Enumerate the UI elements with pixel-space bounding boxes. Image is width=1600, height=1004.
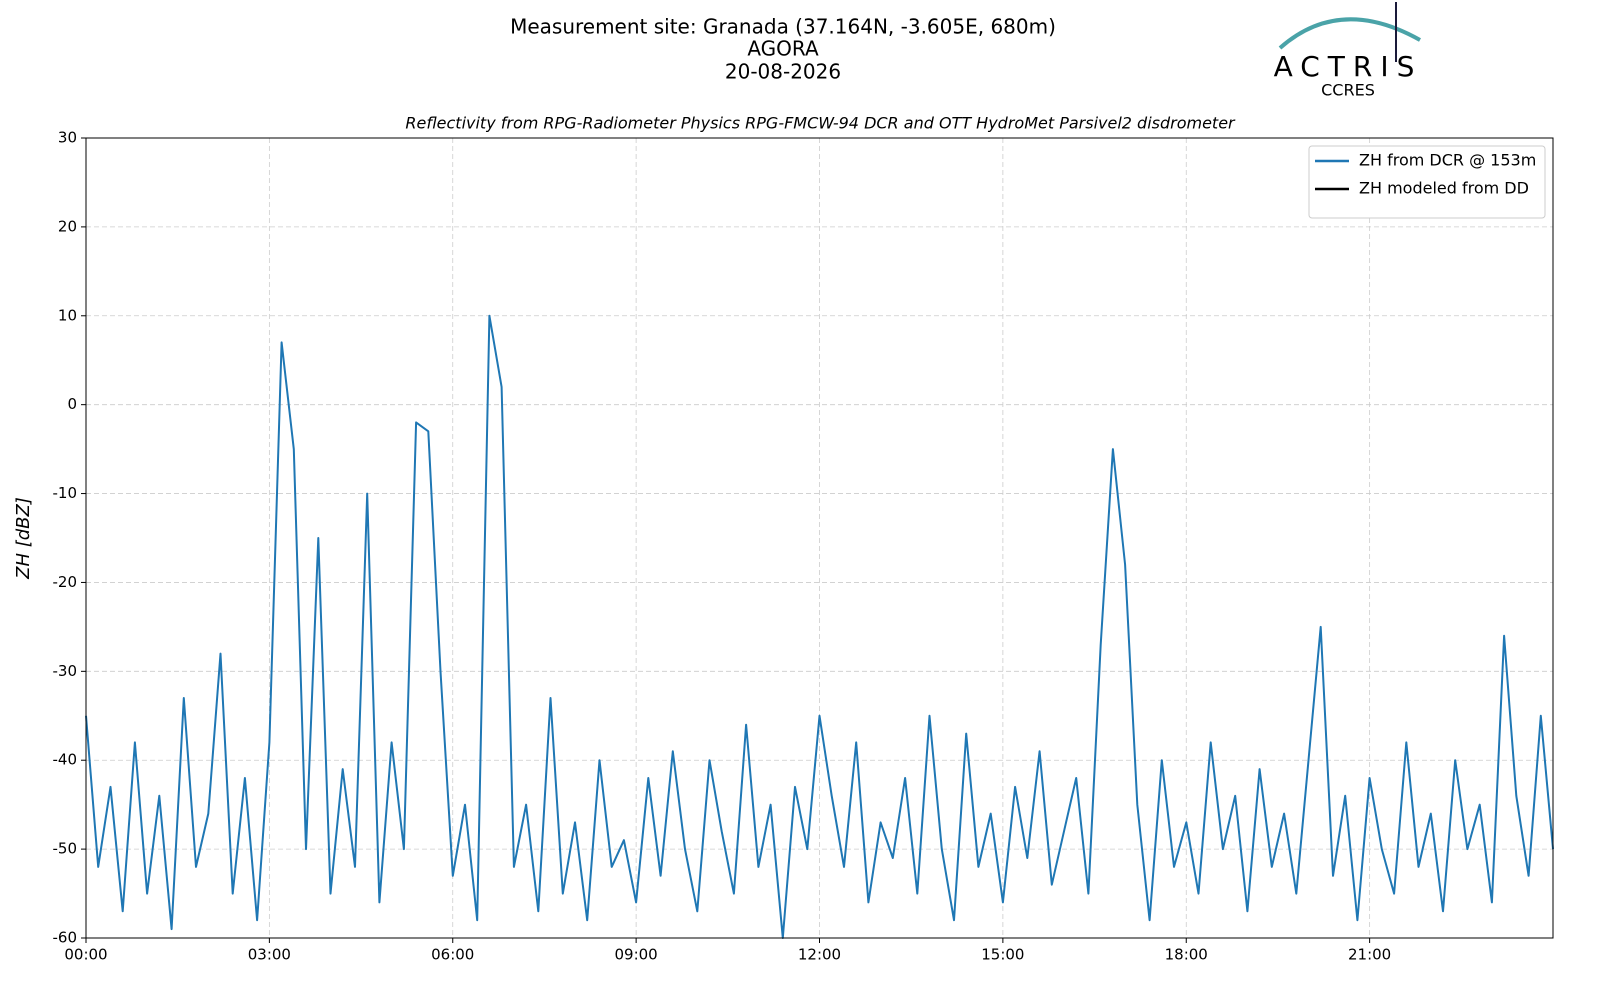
y-tick-label: -10 xyxy=(53,484,78,502)
x-tick-label: 12:00 xyxy=(798,946,841,964)
y-axis-label: ZH [dBZ] xyxy=(13,497,34,580)
y-tick-label: 20 xyxy=(58,217,77,235)
x-tick-label: 09:00 xyxy=(615,946,658,964)
logo: ACTRIS CCRES xyxy=(1274,2,1423,100)
legend-label: ZH from DCR @ 153m xyxy=(1359,151,1536,170)
logo-text: ACTRIS xyxy=(1274,50,1423,83)
legend: ZH from DCR @ 153m ZH modeled from DD xyxy=(1308,145,1546,219)
legend-label: ZH modeled from DD xyxy=(1359,179,1529,198)
legend-box xyxy=(1308,145,1546,219)
logo-arc xyxy=(1278,17,1421,50)
x-tick-label: 21:00 xyxy=(1348,946,1391,964)
data-line xyxy=(85,314,1554,939)
x-tick-label: 00:00 xyxy=(64,946,107,964)
plot-frame xyxy=(85,137,1554,939)
y-tick-label: 10 xyxy=(58,306,77,324)
y-tick-label: -40 xyxy=(53,751,78,769)
y-tick-label: 30 xyxy=(58,129,77,147)
y-tick-label: -20 xyxy=(53,573,78,591)
y-tick-label: 0 xyxy=(67,395,77,413)
x-tick-label: 03:00 xyxy=(248,946,291,964)
chart-title: AGORA xyxy=(747,37,819,61)
y-tick-label: -50 xyxy=(53,840,78,858)
chart-title: Measurement site: Granada (37.164N, -3.6… xyxy=(510,15,1056,39)
chart-title: 20-08-2026 xyxy=(725,60,841,84)
x-tick-label: 06:00 xyxy=(431,946,474,964)
plot-area: -60 -50 -40 -30 -20 -10 0 10 20 30 00:00 03:00 06:00… xyxy=(53,129,1554,964)
y-tick-label: -30 xyxy=(53,662,78,680)
x-tick-label: 15:00 xyxy=(981,946,1024,964)
chart-subtitle: Reflectivity from RPG-Radiometer Physics… xyxy=(405,114,1236,133)
x-tick-label: 18:00 xyxy=(1165,946,1208,964)
y-tick-label: -60 xyxy=(53,929,78,947)
logo-sub: CCRES xyxy=(1321,81,1375,100)
